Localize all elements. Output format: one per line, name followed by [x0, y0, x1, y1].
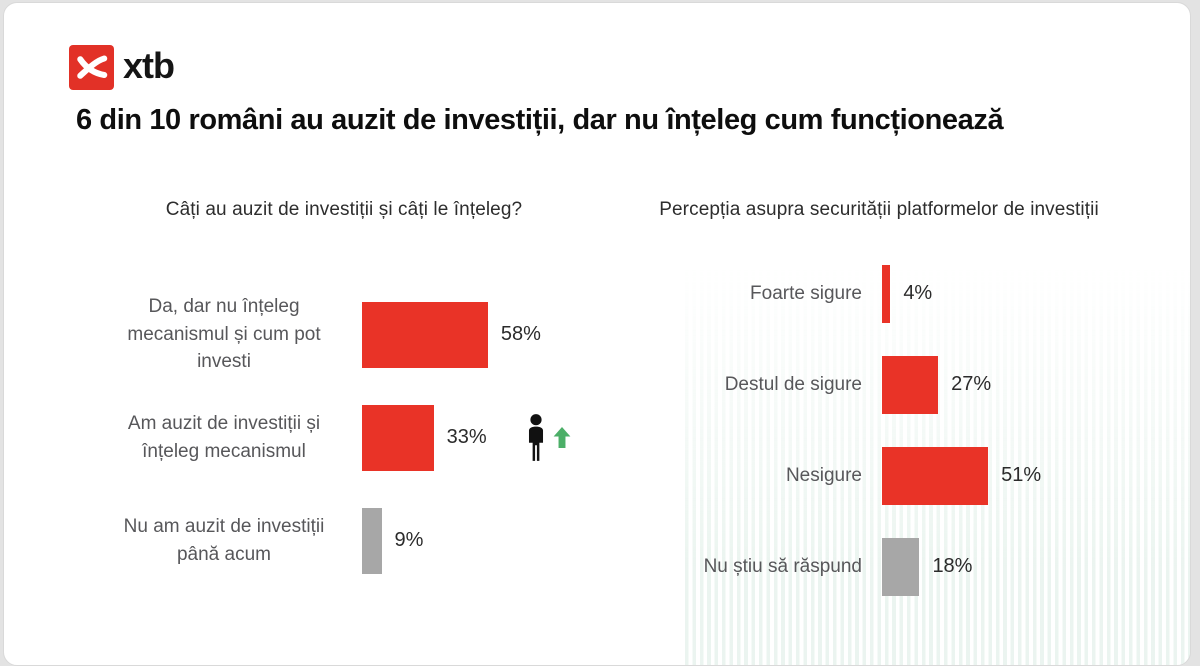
- chart-security-title: Percepția asupra securității platformelo…: [659, 199, 1099, 220]
- bar-18: [882, 537, 920, 596]
- bar-value-label: 18%: [932, 555, 973, 577]
- bar-row: Nu știu să răspund 18%: [644, 521, 1114, 612]
- bar-value-label: 58%: [500, 323, 541, 345]
- bar-9: [362, 507, 382, 574]
- xtb-logo-icon: [69, 45, 114, 90]
- bar-27: [882, 355, 939, 414]
- slide-card: xtb 6 din 10 români au auzit de investiț…: [3, 2, 1191, 666]
- bar-row: Nu am auzit de investiții până acum 9%: [104, 489, 584, 592]
- bar-row: Da, dar nu înțeleg mecanismul și cum pot…: [104, 283, 584, 386]
- chart-security-perception: Percepția asupra securității platformelo…: [644, 199, 1114, 612]
- bar-label: Nu am auzit de investiții până acum: [123, 515, 325, 565]
- bar-58: [362, 301, 488, 368]
- bar-value-label: 4%: [903, 282, 933, 304]
- xtb-logo: xtb: [69, 44, 175, 90]
- chart-awareness-rows: Da, dar nu înțeleg mecanismul și cum pot…: [104, 283, 584, 592]
- bar-value-label: 27%: [951, 373, 992, 395]
- bar-row: Destul de sigure 27%: [644, 339, 1114, 430]
- bar-33: [362, 404, 434, 471]
- bar-51: [882, 446, 989, 505]
- arrow-up-icon: [553, 427, 571, 448]
- chart-awareness: Câți au auzit de investiții și câți le î…: [104, 199, 584, 592]
- person-icon: [528, 414, 543, 461]
- page-title: 6 din 10 români au auzit de investiții, …: [76, 104, 1004, 136]
- bar-row: Foarte sigure 4%: [644, 248, 1114, 339]
- chart-awareness-title: Câți au auzit de investiții și câți le î…: [165, 199, 523, 220]
- logo-wordmark: xtb: [123, 44, 175, 86]
- bar-label: Foarte sigure: [750, 282, 862, 304]
- bar-value-label: 9%: [394, 529, 424, 551]
- bar-label: Nu știu să răspund: [703, 555, 862, 577]
- bar-row: Am auzit de investiții și înțeleg mecani…: [104, 386, 584, 489]
- bar-row: Nesigure 51%: [644, 430, 1114, 521]
- bar-value-label: 51%: [1001, 464, 1042, 486]
- bar-value-label: 33%: [446, 426, 487, 448]
- bar-label: Da, dar nu înțeleg mecanismul și cum pot…: [127, 296, 321, 373]
- bar-label: Am auzit de investiții și înțeleg mecani…: [127, 412, 321, 462]
- bar-label: Destul de sigure: [724, 373, 862, 395]
- annotation-icons: [523, 413, 571, 462]
- chart-security-rows: Foarte sigure 4% Destul de sigure 27% Ne…: [644, 248, 1114, 612]
- bar-label: Nesigure: [785, 464, 862, 486]
- bar-4: [882, 264, 891, 323]
- xtb-x-glyph: [77, 55, 108, 79]
